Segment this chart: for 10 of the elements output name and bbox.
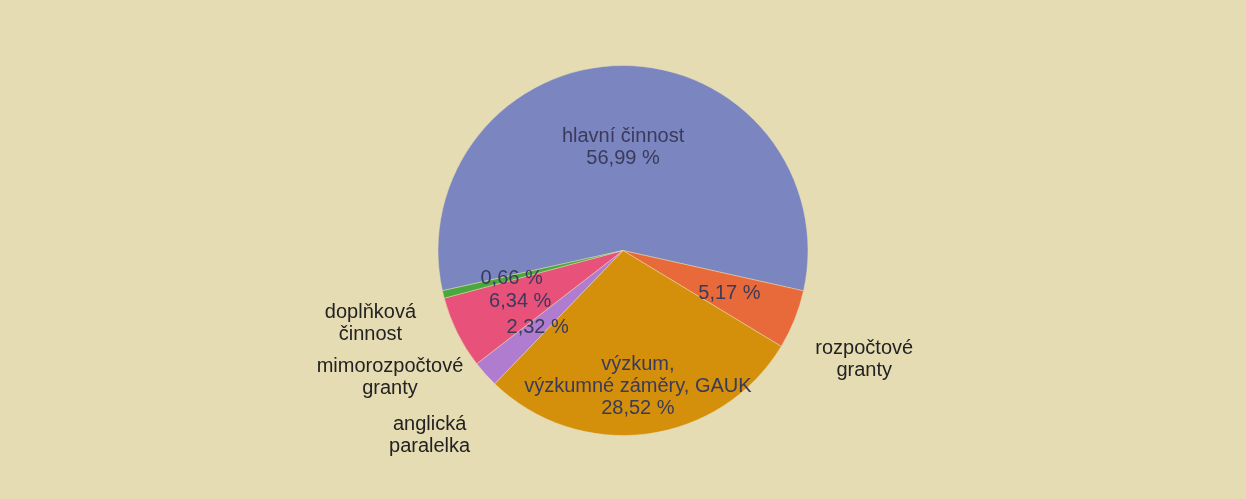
slice-label: hlavní činnost (561, 123, 685, 146)
data-label: 5,17 % (698, 281, 761, 304)
slice-label: anglická paralelka (389, 412, 472, 457)
slice-label: doplňková činnost (324, 300, 417, 345)
data-label: 28,52 % (601, 396, 675, 419)
slice-label: mimorozpočtové granty (316, 353, 464, 398)
slice-label: výzkum, výzkumné záměry, GAUK (524, 352, 753, 397)
slice-label: rozpočtové granty (815, 335, 914, 380)
data-label: 6,34 % (489, 289, 552, 312)
data-label: 56,99 % (586, 145, 660, 168)
